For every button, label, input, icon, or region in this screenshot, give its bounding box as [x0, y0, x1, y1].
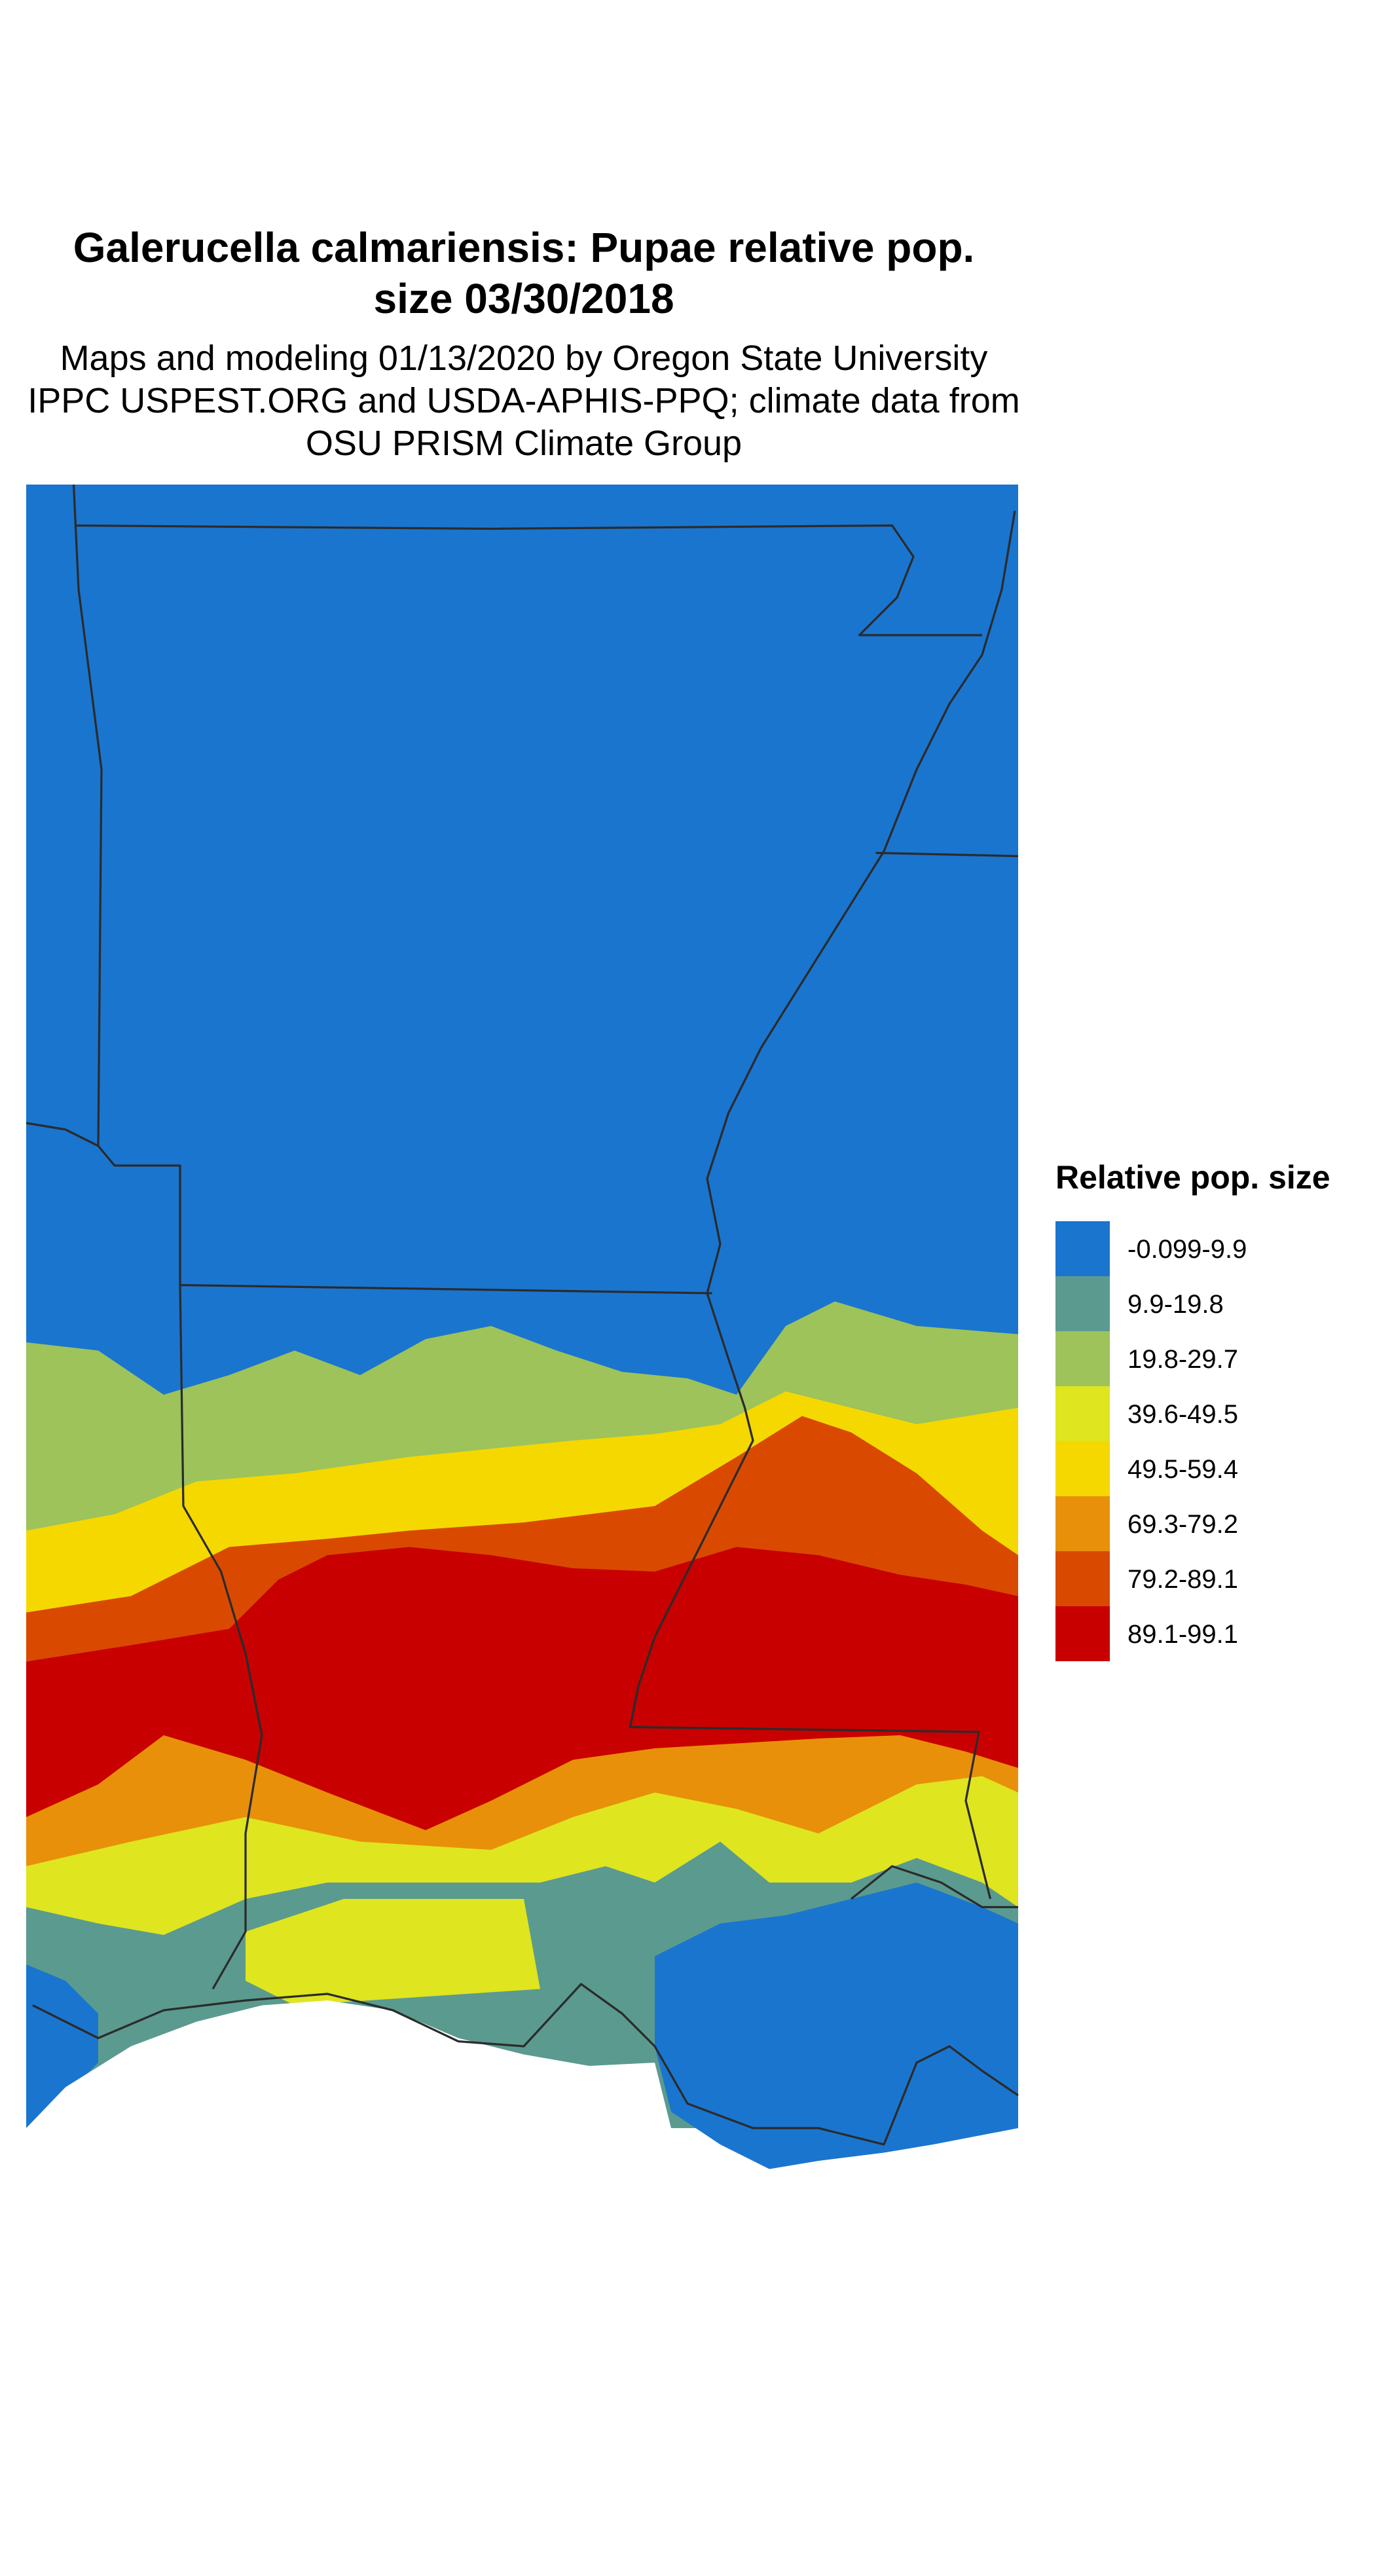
legend-label: 9.9-19.8: [1128, 1290, 1224, 1319]
legend-swatch: [1055, 1496, 1110, 1551]
state-border: [32, 1983, 1019, 2146]
subtitle-line: OSU PRISM Climate Group: [306, 424, 742, 463]
legend-label: -0.099-9.9: [1128, 1235, 1247, 1264]
zone-yellow-green: [246, 1899, 540, 2006]
zone-blue: [655, 1883, 1018, 2169]
legend-label: 39.6-49.5: [1128, 1400, 1238, 1429]
shoreline: [850, 1865, 1018, 1909]
legend-swatch: [1055, 1606, 1110, 1661]
state-border: [875, 851, 1019, 858]
title-line: Galerucella calmariensis: Pupae relative…: [73, 224, 975, 271]
zone-blue: [26, 1964, 98, 2128]
legend-swatch: [1055, 1551, 1110, 1606]
legend-label: 49.5-59.4: [1128, 1455, 1238, 1484]
state-border: [75, 524, 982, 636]
legend-swatch: [1055, 1441, 1110, 1496]
state-border: [629, 510, 1016, 1900]
legend-swatch: [1055, 1386, 1110, 1441]
legend-label: 79.2-89.1: [1128, 1565, 1238, 1594]
legend-swatch: [1055, 1331, 1110, 1386]
subtitle-line: Maps and modeling 01/13/2020 by Oregon S…: [60, 339, 988, 378]
map: [0, 484, 1019, 2177]
state-border: [179, 1285, 263, 1990]
title-line: size 03/30/2018: [373, 275, 674, 322]
legend-swatch: [1055, 1221, 1110, 1276]
legend-label: 69.3-79.2: [1128, 1510, 1238, 1539]
legend-swatch: [1055, 1276, 1110, 1331]
coast-water: [0, 2000, 753, 2177]
legend-label: 19.8-29.7: [1128, 1345, 1238, 1374]
legend-title: Relative pop. size: [1055, 1159, 1330, 1196]
subtitle-line: IPPC USPEST.ORG and USDA-APHIS-PPQ; clim…: [28, 381, 1019, 420]
state-border: [72, 484, 103, 1147]
legend-label: 89.1-99.1: [1128, 1620, 1238, 1649]
